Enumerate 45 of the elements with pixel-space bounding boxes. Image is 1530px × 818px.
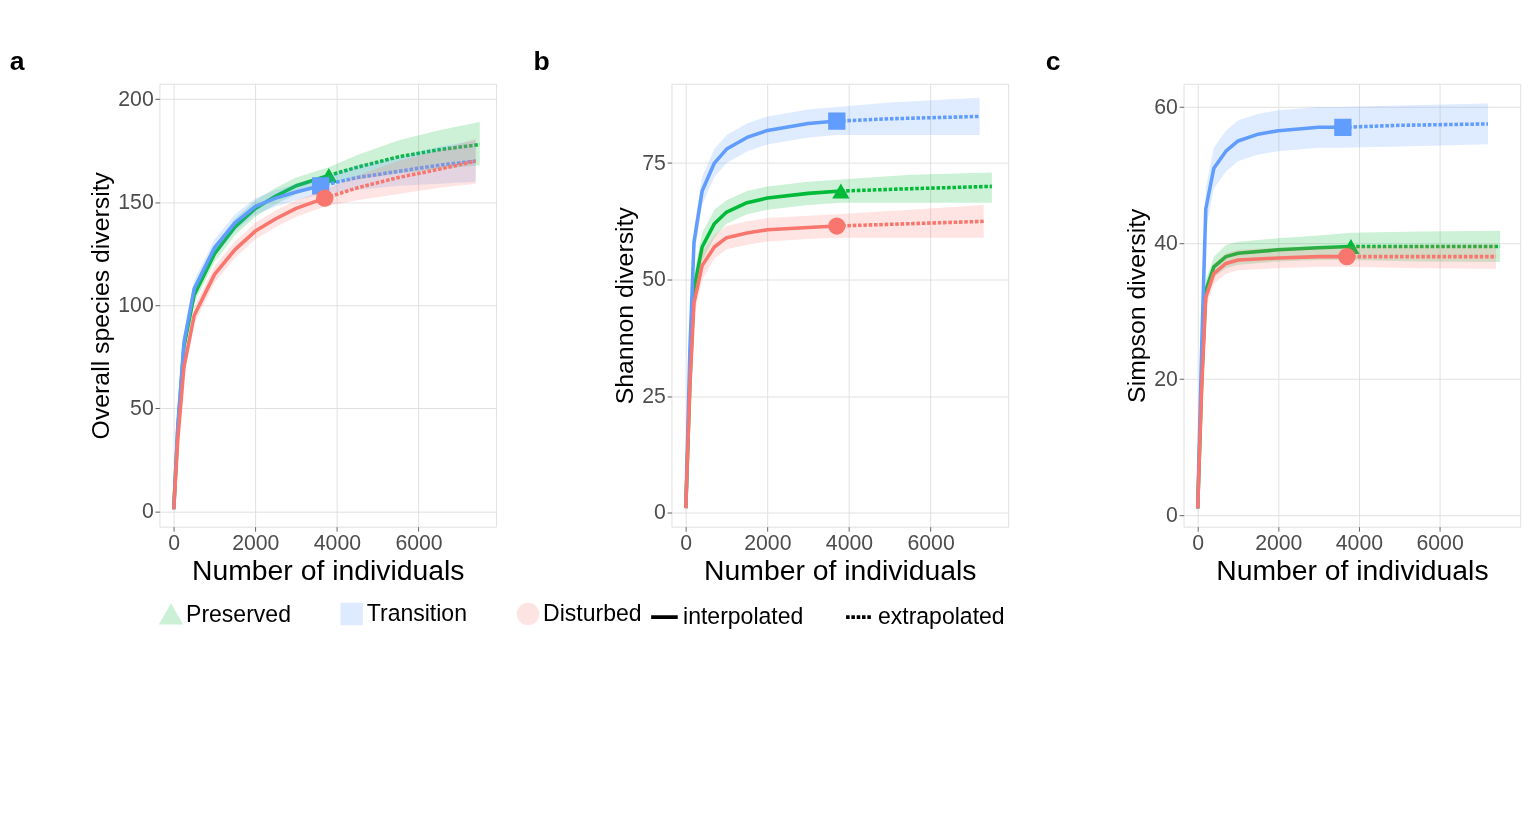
y-tick-label: 50	[642, 267, 666, 292]
y-tick-label: 100	[118, 292, 154, 317]
x-tick-label: 2000	[744, 531, 792, 556]
point	[828, 217, 846, 235]
y-axis-title: Overall species diversity	[87, 171, 115, 440]
x-tick-label: 6000	[395, 531, 443, 556]
x-tick-label: 0	[680, 531, 693, 556]
x-tick-label: 4000	[825, 531, 874, 556]
point	[832, 183, 850, 199]
x-tick-label: 2000	[1255, 531, 1303, 556]
y-tick-label: 25	[642, 383, 666, 408]
y-axis-title: Shannon diversity	[611, 206, 639, 405]
chart-title: c	[1045, 45, 1061, 76]
text: extrapolated	[877, 603, 1005, 630]
point	[1338, 248, 1356, 266]
legend-label: Disturbed	[543, 600, 642, 627]
y-tick-label: 150	[118, 189, 154, 214]
y-tick-label: 200	[118, 86, 154, 111]
x-tick-label: 2000	[232, 531, 280, 556]
y-tick-label: 0	[653, 500, 666, 525]
x-axis-title: Number of individuals	[704, 554, 977, 587]
point	[1334, 118, 1352, 136]
legend-label: Transition	[366, 600, 467, 627]
text: interpolated	[683, 603, 804, 630]
legend-label: Preserved	[186, 600, 291, 627]
y-tick-label: 0	[1166, 502, 1178, 527]
x-axis-title: Number of individuals	[1216, 554, 1489, 587]
point	[316, 189, 334, 207]
x-tick-label: 6000	[907, 531, 955, 556]
y-tick-label: 50	[130, 395, 154, 420]
y-axis-title: Simpson diversity	[1123, 207, 1151, 403]
point	[828, 112, 846, 130]
chart-title: b	[533, 45, 550, 76]
x-tick-label: 0	[1192, 531, 1205, 556]
x-axis-title: Number of individuals	[192, 554, 465, 587]
y-tick-label: 60	[1154, 94, 1178, 119]
x-tick-label: 4000	[1335, 531, 1384, 556]
x-tick-label: 4000	[313, 531, 362, 556]
y-tick-label: 0	[141, 498, 154, 523]
y-tick-label: 20	[1154, 366, 1178, 391]
chart-title: a	[9, 45, 25, 76]
x-tick-label: 0	[168, 531, 181, 556]
y-tick-label: 75	[642, 150, 666, 175]
y-tick-label: 40	[1154, 230, 1178, 255]
x-tick-label: 6000	[1416, 531, 1464, 556]
